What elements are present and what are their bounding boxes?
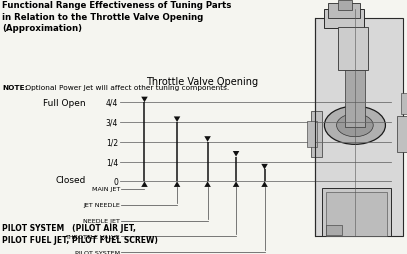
Text: PILOT SYSTEM: PILOT SYSTEM: [75, 250, 120, 254]
Bar: [315, 19, 403, 236]
Text: Full Open: Full Open: [43, 98, 85, 107]
Text: PILOT SYSTEM   (PILOT AIR JET,
PILOT FUEL JET, PILOT FUEL SCREW): PILOT SYSTEM (PILOT AIR JET, PILOT FUEL …: [2, 224, 158, 244]
Text: NEEDLE JET: NEEDLE JET: [83, 218, 120, 223]
Bar: [328, 4, 360, 19]
Bar: [397, 117, 407, 152]
Bar: [401, 94, 407, 114]
Text: 1/4: 1/4: [106, 157, 118, 166]
Bar: [326, 225, 342, 235]
Bar: [307, 122, 317, 147]
Text: MAIN JET: MAIN JET: [92, 187, 120, 192]
Bar: [311, 112, 322, 157]
Text: Closed: Closed: [55, 175, 85, 184]
Circle shape: [324, 107, 385, 145]
Polygon shape: [233, 151, 239, 157]
Polygon shape: [261, 164, 268, 170]
Polygon shape: [261, 182, 268, 187]
Polygon shape: [204, 182, 211, 187]
Bar: [338, 1, 352, 11]
Text: Optional Power Jet will affect other tuning components.: Optional Power Jet will affect other tun…: [23, 85, 230, 91]
Text: Throttle Valve Opening: Throttle Valve Opening: [147, 76, 258, 86]
Text: 4/4: 4/4: [106, 98, 118, 107]
Polygon shape: [204, 137, 211, 142]
Polygon shape: [141, 182, 148, 187]
Text: 3/4: 3/4: [106, 118, 118, 127]
Text: Functional Range Effectiveness of Tuning Parts
in Relation to the Throttle Valve: Functional Range Effectiveness of Tuning…: [2, 1, 232, 33]
Polygon shape: [174, 182, 180, 187]
Bar: [338, 28, 368, 71]
Bar: [324, 10, 364, 29]
Bar: [322, 188, 391, 236]
Polygon shape: [233, 182, 239, 187]
Circle shape: [337, 114, 373, 137]
Bar: [345, 71, 365, 127]
Text: NOTE:: NOTE:: [2, 85, 28, 91]
Bar: [326, 193, 387, 236]
Polygon shape: [174, 117, 180, 122]
Polygon shape: [141, 97, 148, 103]
Text: JET NEEDLE: JET NEEDLE: [83, 202, 120, 208]
Text: 0: 0: [113, 177, 118, 186]
Text: 1/2: 1/2: [106, 138, 118, 147]
Text: THROTTLE VALVE: THROTTLE VALVE: [66, 234, 120, 239]
